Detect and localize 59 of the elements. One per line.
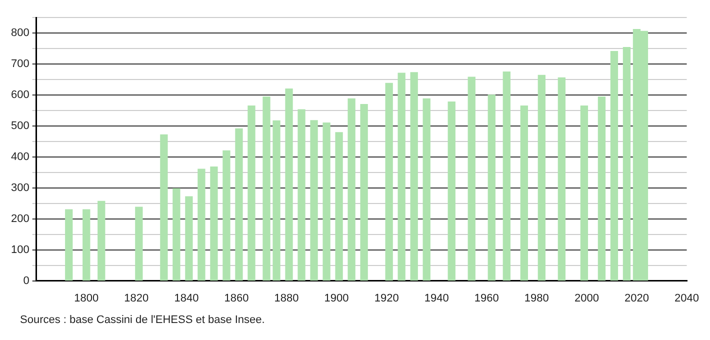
bar	[222, 150, 230, 281]
bar	[198, 168, 206, 281]
x-tick-label: 1800	[74, 292, 99, 304]
bar	[160, 134, 168, 281]
bar	[385, 82, 393, 281]
y-tick-label: 700	[10, 58, 30, 70]
bar	[262, 96, 270, 281]
bar	[285, 88, 293, 281]
bar	[98, 200, 106, 281]
bar	[398, 72, 406, 281]
bar	[610, 51, 618, 281]
bar	[248, 106, 256, 281]
y-tick-label: 400	[10, 150, 30, 163]
x-tick-label: 1860	[224, 292, 249, 304]
x-tick-label: 2000	[574, 292, 599, 304]
y-tick-label: 800	[10, 27, 30, 40]
bar	[210, 166, 218, 281]
x-tick-label: 1940	[424, 292, 449, 304]
source-note: Sources : base Cassini de l'EHESS et base Insee.	[20, 314, 266, 326]
x-tick-label: 2040	[674, 292, 700, 304]
bar	[448, 101, 456, 281]
bar	[360, 104, 368, 281]
bar	[172, 188, 180, 281]
bar	[502, 71, 510, 281]
y-tick-label: 0	[23, 274, 30, 287]
bar	[488, 94, 496, 281]
bar	[598, 96, 606, 281]
bar	[322, 122, 330, 281]
bar	[622, 46, 631, 281]
bar	[348, 98, 356, 281]
bar	[538, 74, 546, 281]
bar	[298, 109, 306, 281]
bar	[580, 106, 588, 281]
bar	[185, 196, 193, 281]
x-tick-label: 1980	[524, 292, 549, 304]
bar	[135, 206, 143, 281]
x-tick-label: 1900	[324, 292, 349, 304]
y-tick-label: 300	[10, 182, 30, 194]
x-tick-label: 2020	[624, 292, 649, 304]
y-tick-label: 200	[10, 212, 30, 225]
x-tick-label: 1840	[174, 292, 199, 304]
y-tick-label: 100	[10, 244, 30, 256]
bar	[235, 128, 243, 281]
bar	[65, 209, 73, 281]
bar	[335, 132, 343, 281]
bar	[310, 120, 318, 281]
bar	[82, 209, 90, 281]
x-tick-label: 1920	[374, 292, 399, 304]
bar	[558, 77, 566, 281]
x-tick-label: 1880	[274, 292, 299, 304]
x-tick-label: 1960	[474, 292, 499, 304]
bar	[468, 76, 476, 281]
x-tick-label: 1820	[124, 292, 149, 304]
bar	[422, 98, 430, 281]
bar	[272, 120, 280, 281]
bar	[520, 106, 528, 281]
y-tick-label: 600	[10, 89, 30, 102]
bar	[410, 72, 418, 281]
y-tick-label: 500	[10, 120, 30, 132]
